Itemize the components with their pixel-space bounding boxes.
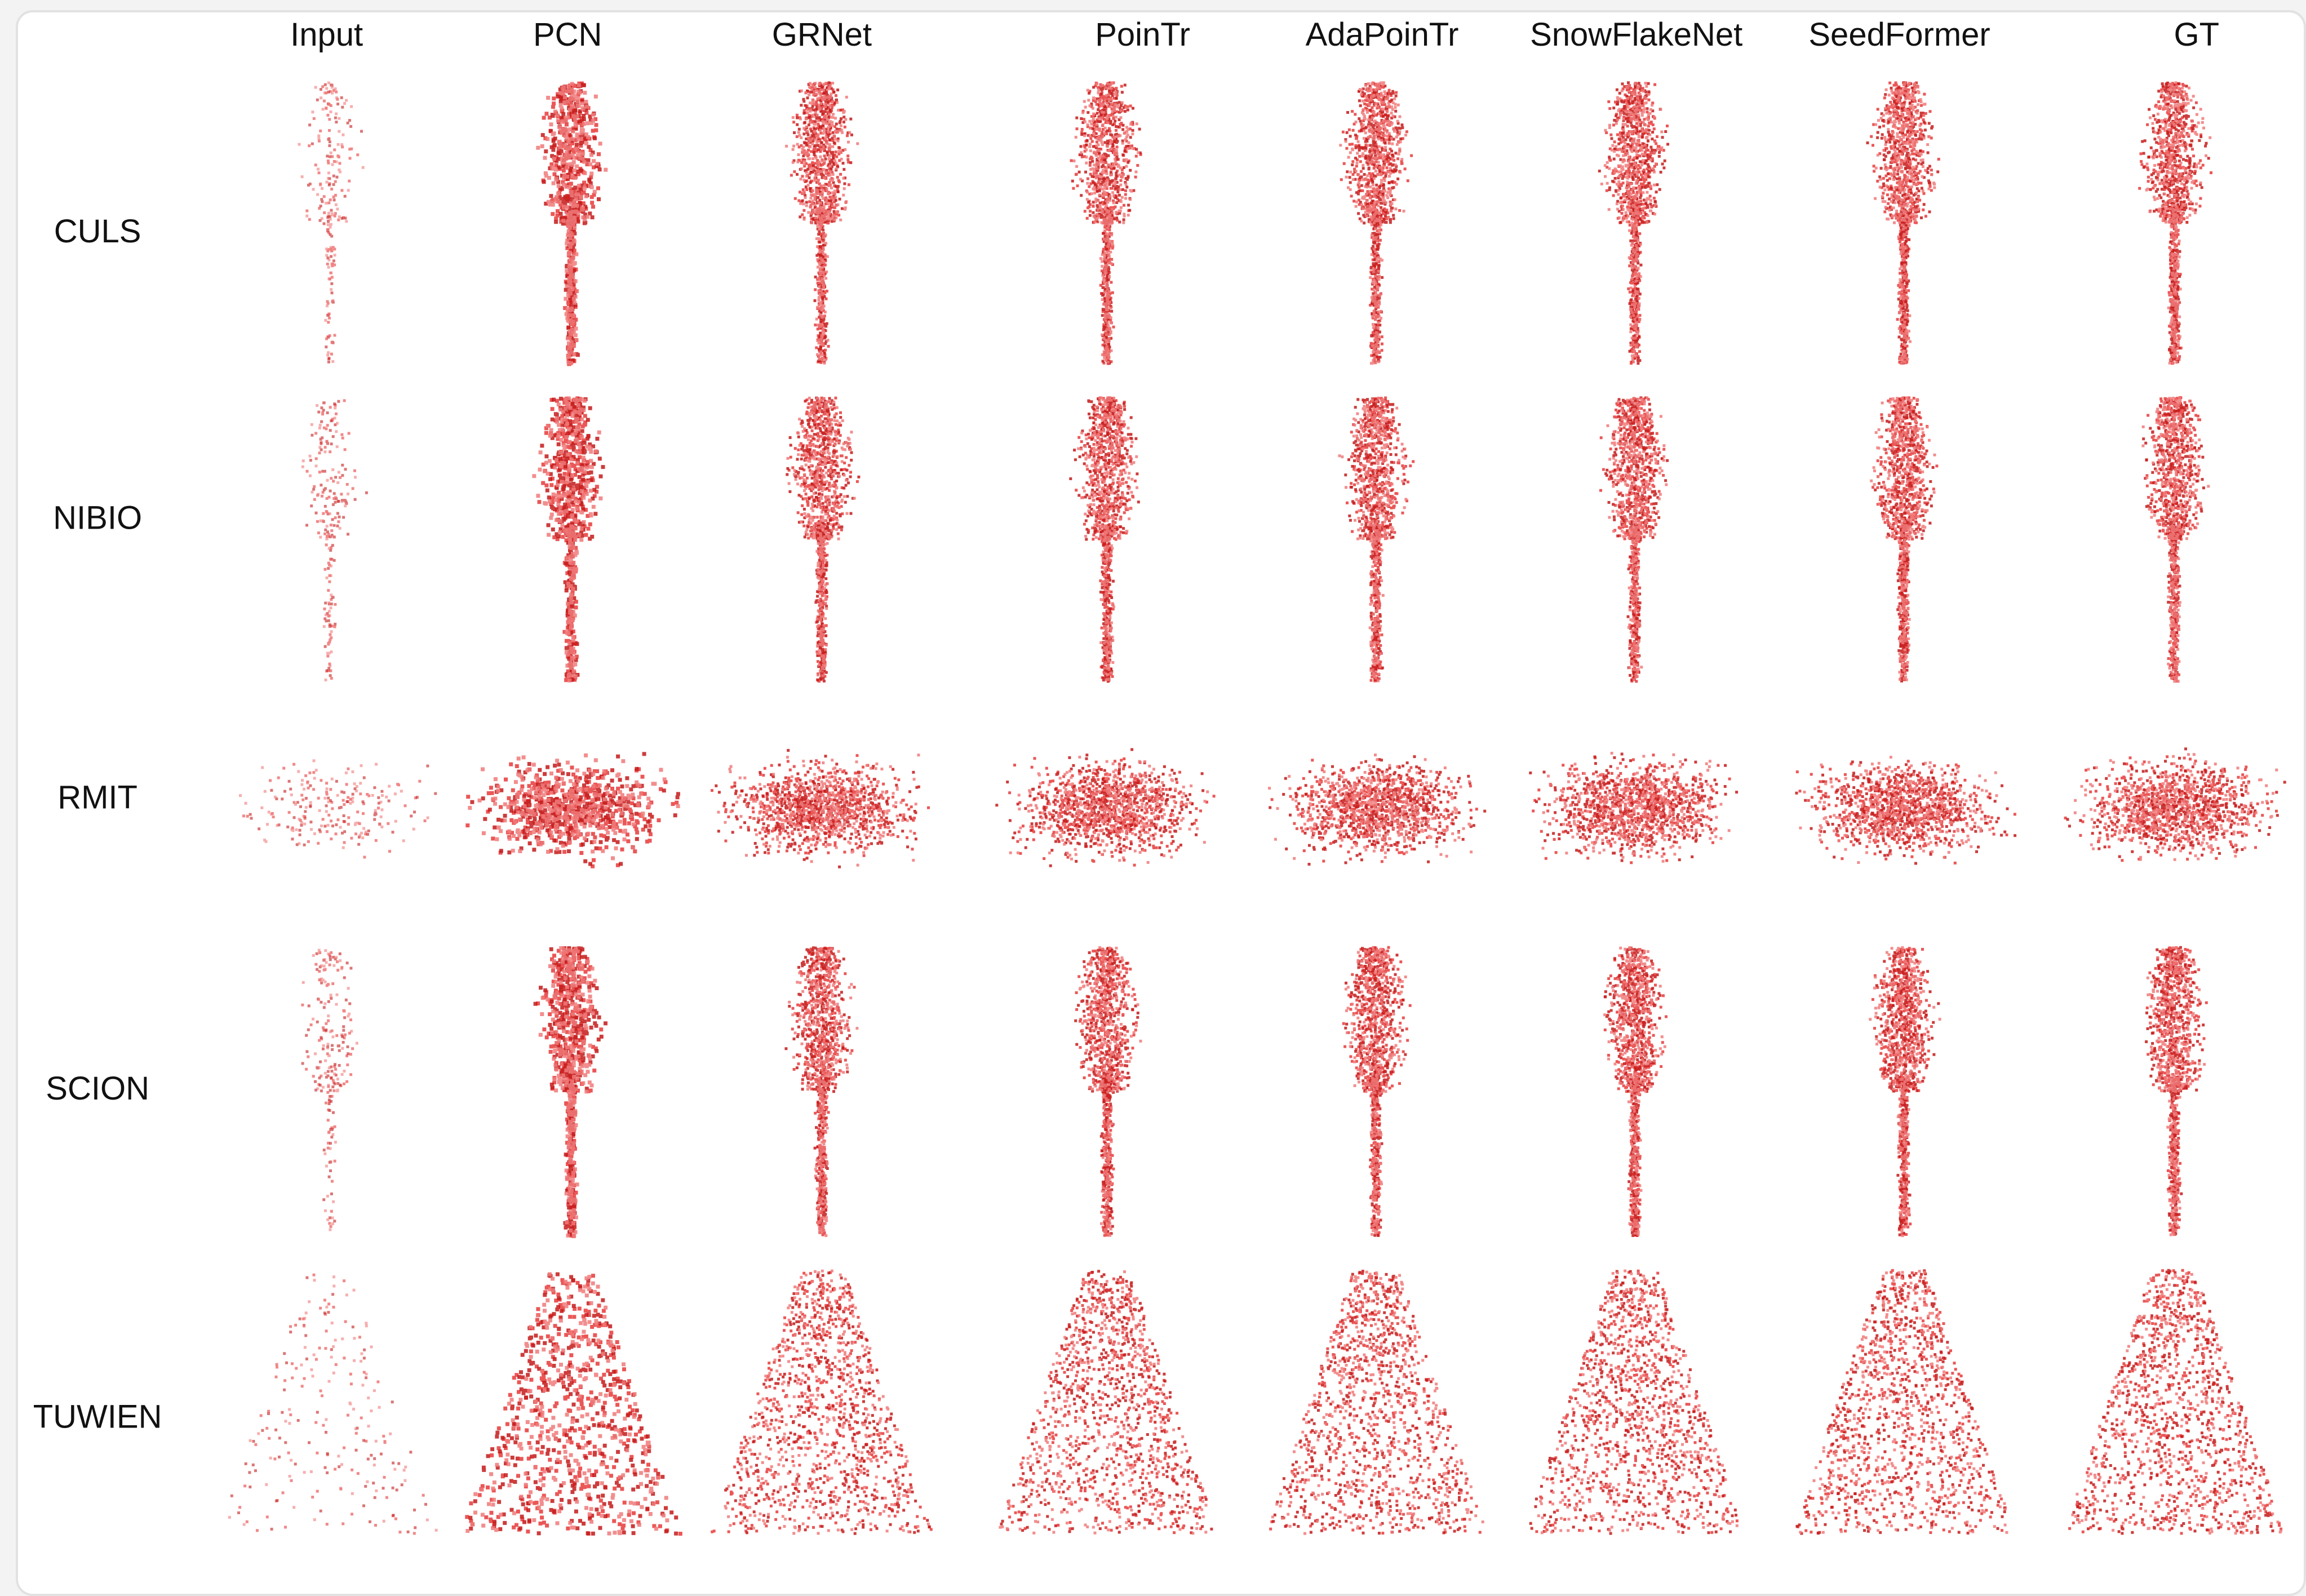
row-label: SCION bbox=[46, 1070, 149, 1107]
point-cloud bbox=[468, 1272, 679, 1536]
row-label: CULS bbox=[54, 213, 141, 250]
column-header: SnowFlakeNet bbox=[1530, 16, 1742, 53]
point-cloud bbox=[995, 748, 1205, 867]
point-cloud bbox=[1869, 946, 1941, 1238]
point-cloud bbox=[1077, 396, 1138, 681]
point-cloud bbox=[536, 82, 608, 365]
point-cloud bbox=[1072, 81, 1140, 364]
point-cloud bbox=[2145, 81, 2212, 365]
row-label: TUWIEN bbox=[33, 1398, 162, 1435]
point-cloud bbox=[1009, 756, 1209, 864]
point-cloud bbox=[470, 752, 680, 866]
point-cloud bbox=[1866, 81, 1940, 365]
point-cloud bbox=[305, 399, 356, 680]
point-cloud bbox=[1799, 1270, 2008, 1534]
point-cloud bbox=[788, 947, 859, 1237]
point-cloud bbox=[1078, 946, 1142, 1237]
point-cloud bbox=[2146, 946, 2206, 1236]
column-header: PoinTr bbox=[1095, 16, 1190, 53]
point-cloud bbox=[2141, 397, 2210, 683]
point-cloud bbox=[1268, 753, 1473, 860]
point-cloud bbox=[1344, 946, 1407, 1236]
point-cloud bbox=[2142, 399, 2205, 680]
point-cloud bbox=[533, 946, 607, 1236]
point-cloud bbox=[1875, 949, 1940, 1236]
point-cloud bbox=[1529, 1270, 1737, 1535]
point-cloud bbox=[1339, 81, 1407, 365]
point-cloud bbox=[1344, 397, 1408, 681]
point-cloud bbox=[1537, 1269, 1739, 1535]
point-cloud bbox=[1269, 1271, 1482, 1535]
point-cloud bbox=[785, 81, 859, 365]
point-cloud bbox=[1874, 82, 1936, 365]
point-cloud bbox=[711, 754, 930, 857]
point-cloud bbox=[2073, 753, 2278, 861]
point-cloud bbox=[2071, 1272, 2282, 1535]
point-cloud bbox=[1529, 752, 1739, 862]
point-cloud bbox=[786, 396, 856, 677]
column-header: GT bbox=[2174, 16, 2220, 53]
point-cloud bbox=[536, 947, 604, 1238]
point-cloud bbox=[999, 1270, 1208, 1535]
point-cloud bbox=[1006, 1271, 1207, 1535]
point-cloud bbox=[1008, 757, 1216, 867]
row-label: NIBIO bbox=[53, 500, 142, 537]
point-cloud bbox=[537, 396, 599, 682]
column-header: AdaPoinTr bbox=[1306, 16, 1459, 53]
point-cloud bbox=[717, 753, 920, 867]
column-header: Input bbox=[290, 16, 363, 53]
point-cloud bbox=[1272, 1270, 1473, 1535]
point-cloud bbox=[1599, 397, 1666, 683]
point-cloud bbox=[1603, 946, 1662, 1237]
point-cloud bbox=[1600, 82, 1664, 363]
column-header: GRNet bbox=[772, 16, 872, 53]
point-cloud bbox=[532, 396, 603, 682]
point-cloud bbox=[1269, 755, 1487, 866]
point-cloud bbox=[715, 749, 920, 868]
point-cloud bbox=[1541, 752, 1731, 863]
point-cloud bbox=[1603, 946, 1666, 1236]
point-cloud bbox=[465, 1274, 682, 1536]
column-header: PCN bbox=[533, 16, 602, 53]
row-label: RMIT bbox=[57, 779, 138, 815]
point-cloud bbox=[468, 753, 680, 861]
point-cloud bbox=[239, 759, 429, 849]
point-cloud bbox=[540, 397, 605, 682]
point-cloud bbox=[1338, 397, 1408, 682]
point-cloud bbox=[538, 946, 597, 1238]
point-cloud bbox=[1606, 396, 1668, 681]
column-header: SeedFormer bbox=[1808, 16, 1990, 53]
